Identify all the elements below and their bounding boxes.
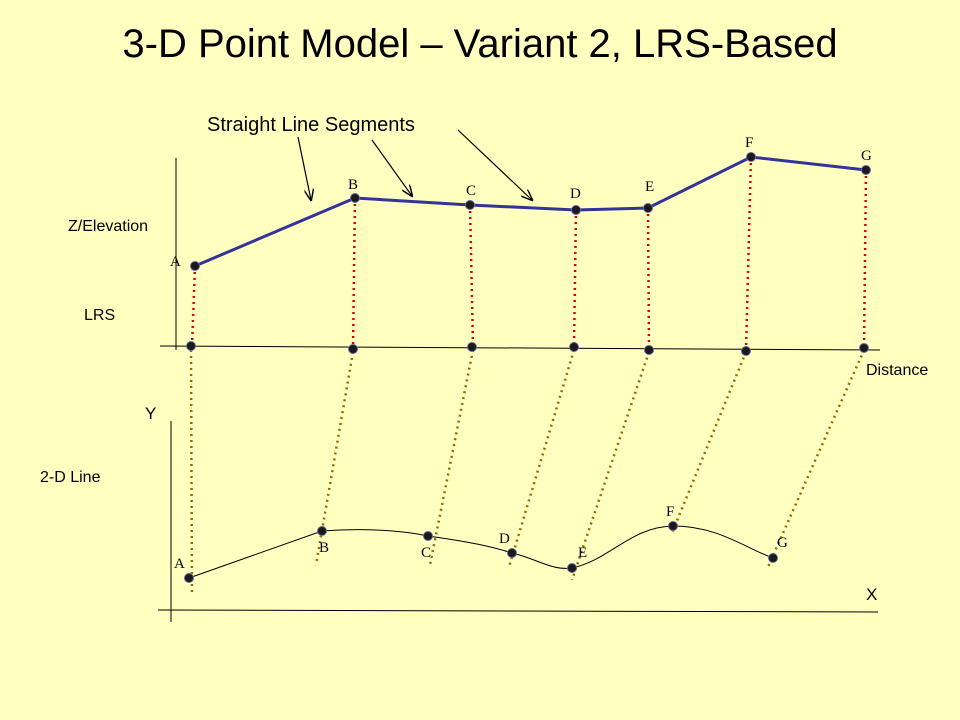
lrs-point-e	[644, 345, 654, 355]
slide-title: 3-D Point Model – Variant 2, LRS-Based	[122, 22, 838, 66]
profile-point-d	[571, 205, 581, 215]
lrs-point-b	[348, 344, 358, 354]
lrs-point-c	[467, 342, 477, 352]
profile-point-g	[861, 165, 871, 175]
callout-arrow-3	[457, 129, 532, 200]
projection-line-a	[189, 349, 194, 597]
callout-arrow-1	[297, 136, 311, 200]
callout-arrows	[297, 129, 532, 200]
vertical-drop-lines	[190, 156, 868, 351]
callout-label: Straight Line Segments	[207, 114, 415, 136]
two-d-label-f: F	[666, 504, 674, 520]
two-d-label-b: B	[319, 540, 329, 556]
two-d-point-e	[567, 563, 577, 573]
drop-line-d	[572, 209, 578, 347]
two-d-point-d	[507, 548, 517, 558]
profile-point-labels: A B C D E F G	[170, 135, 872, 270]
profile-point-a	[190, 261, 200, 271]
drop-line-a	[190, 265, 197, 347]
drop-line-g	[862, 169, 868, 349]
two-d-label-e: E	[578, 545, 587, 561]
two-d-curve	[188, 525, 774, 579]
distance-axis-label: Distance	[866, 362, 928, 379]
y-axis-label: Y	[145, 404, 156, 423]
two-d-point-g	[768, 553, 778, 563]
profile-label-a: A	[170, 254, 181, 270]
profile-point-f	[746, 152, 756, 162]
projection-line-c	[428, 349, 475, 566]
two-d-points	[184, 521, 778, 583]
distance-axis	[159, 345, 881, 351]
two-d-point-a	[184, 573, 194, 583]
x-axis-label: X	[866, 585, 877, 604]
lrs-point-g	[859, 343, 869, 353]
profile-label-c: C	[466, 183, 476, 199]
two-d-point-f	[668, 521, 678, 531]
projection-lines	[189, 349, 866, 597]
profile-point-e	[643, 203, 653, 213]
drop-line-e	[646, 207, 651, 351]
two-d-point-c	[423, 531, 433, 541]
projection-line-f	[670, 351, 748, 534]
lrs-label: LRS	[84, 307, 115, 324]
two-d-label-g: G	[777, 535, 788, 551]
profile-point-b	[350, 193, 360, 203]
lrs-point-d	[569, 342, 579, 352]
lrs-point-f	[741, 346, 751, 356]
two-d-line-label: 2-D Line	[40, 469, 101, 486]
profile-label-d: D	[570, 186, 581, 202]
two-d-label-d: D	[499, 531, 510, 547]
profile-label-e: E	[645, 179, 654, 195]
profile-label-g: G	[861, 148, 872, 164]
two-d-label-c: C	[421, 545, 431, 561]
profile-point-c	[465, 200, 475, 210]
profile-label-b: B	[348, 177, 358, 193]
two-d-point-b	[317, 526, 327, 536]
drop-line-b	[351, 197, 357, 349]
lrs-point-a	[186, 341, 196, 351]
elevation-profile-line	[194, 155, 867, 268]
drop-line-c	[468, 204, 475, 347]
two-d-point-labels: A B C D E F G	[174, 504, 788, 572]
callout-arrow-2	[371, 139, 412, 196]
profile-label-f: F	[745, 135, 753, 151]
projection-line-e	[570, 351, 651, 581]
elevation-axis-label: Z/Elevation	[68, 218, 148, 235]
x-axis	[157, 609, 879, 613]
drop-line-f	[744, 156, 753, 351]
two-d-label-a: A	[174, 556, 185, 572]
lrs-points	[186, 341, 869, 356]
profile-points	[190, 152, 871, 271]
projection-line-d	[507, 349, 576, 568]
